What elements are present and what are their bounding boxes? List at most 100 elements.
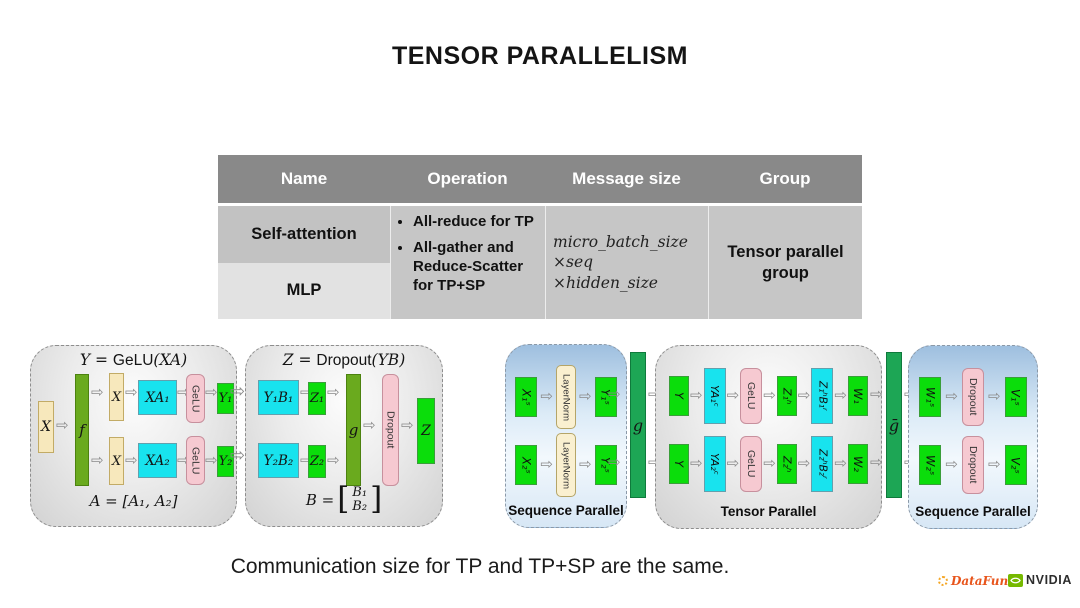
flow-arrow-icon (579, 390, 592, 404)
node-xa1: XA₁ (138, 380, 177, 415)
table-cell-self-attention: Self-attention (218, 206, 390, 263)
node-z2hb2r: Z₂ʰB₂ʳ (811, 436, 834, 492)
panel-dropout-yb: Z = Dropout(YB) Y₁B₁ Y₂B₂ Z₁ Z₂ g Dropou… (245, 345, 443, 527)
nvidia-eye-icon (1008, 573, 1023, 587)
message-size-line: ×hidden_size (553, 273, 658, 292)
formula-lhs: Z = (282, 351, 312, 369)
formula-a-split: A = [A₁, A₂] (89, 492, 178, 510)
flow-arrow-icon (945, 390, 958, 404)
bracket-left: [ (337, 481, 350, 517)
node-y-in-2: Y (669, 444, 690, 484)
panel-dropout-title: Z = Dropout(YB) (246, 351, 442, 370)
node-x-copy-2: X (109, 437, 124, 485)
table-header-row: Name Operation Message size Group (218, 155, 862, 206)
flow-arrow-icon (690, 389, 703, 403)
node-y2b2: Y₂B₂ (258, 443, 299, 478)
flow-arrow-icon (205, 454, 218, 468)
node-dropout-sp-2: Dropout (962, 436, 984, 494)
node-x-input: X (38, 401, 54, 453)
node-z2h: Z₂ʰ (776, 444, 797, 484)
node-z2: Z₂ (308, 445, 326, 478)
sp2-row-1: W₁ˢ Dropout V₁ˢ (909, 366, 1037, 428)
operation-bullet-list: All-reduce for TP All-gather and Reduce-… (391, 212, 545, 295)
flow-arrow-icon (834, 389, 847, 403)
flow-arrow-icon (945, 458, 958, 472)
flow-arrow-icon (690, 457, 703, 471)
node-x1s: X₁ˢ (515, 377, 538, 417)
node-w1: W₁ (847, 376, 868, 416)
node-w1s: W₁ˢ (919, 377, 942, 417)
flow-arrow-icon (363, 419, 376, 433)
formula-fn: GeLU (112, 352, 154, 369)
panel-gelu-title: Y = GeLU(XA) (31, 351, 236, 370)
table-column-operation: All-reduce for TP All-gather and Reduce-… (390, 206, 545, 319)
table-header-operation: Operation (427, 169, 508, 188)
flow-arrow-icon (870, 456, 883, 470)
flow-arrow-icon (870, 388, 883, 402)
node-x-copy-1: X (109, 373, 124, 421)
node-w2: W₂ (847, 444, 868, 484)
node-v1s: V₁ˢ (1004, 377, 1027, 417)
flow-arrow-icon (727, 457, 740, 471)
node-dropout: Dropout (382, 374, 399, 486)
panel-sequence-parallel-1: X₁ˢ LayerNorm Y₁ˢ X₂ˢ LayerNorm Y₂ˢ Sequ… (505, 344, 627, 528)
table-cell-mlp: MLP (218, 262, 390, 319)
tp-summary-table: Name Operation Message size Group Self-a… (218, 155, 862, 319)
node-gelu-tp-2: GeLU (740, 436, 763, 492)
flow-arrow-icon (91, 386, 104, 400)
flow-arrow-icon (230, 448, 245, 462)
flow-arrow-icon (834, 457, 847, 471)
flow-arrow-icon (798, 389, 811, 403)
flow-arrow-icon (763, 457, 776, 471)
node-layernorm-1: LayerNorm (556, 365, 576, 429)
tp-row-2: Y YA₂ᶜ GeLU Z₂ʰ Z₂ʰB₂ʳ W₂ (656, 434, 881, 494)
flow-arrow-icon (727, 389, 740, 403)
operation-bullet: All-gather and Reduce-Scatter for TP+SP (413, 238, 545, 295)
sp1-row-2: X₂ˢ LayerNorm Y₂ˢ (506, 433, 626, 497)
flow-arrow-icon (230, 384, 245, 398)
panel-sequence-parallel-2: W₁ˢ Dropout V₁ˢ W₂ˢ Dropout V₂ˢ Sequence… (908, 345, 1038, 529)
tensor-parallel-label: Tensor Parallel (720, 504, 817, 519)
node-z-output: Z (417, 398, 435, 464)
flow-arrow-icon (327, 386, 340, 400)
flow-arrow-icon (608, 456, 621, 470)
table-header-message-size: Message size (572, 169, 681, 188)
flow-arrow-icon (763, 389, 776, 403)
tp-row-1: Y YA₁ᶜ GeLU Z₁ʰ Z₁ʰB₁ʳ W₁ (656, 366, 881, 426)
flow-arrow-icon (608, 388, 621, 402)
datafun-logo: DataFun. (938, 574, 1012, 588)
flow-arrow-icon (56, 419, 69, 433)
node-x2s: X₂ˢ (515, 445, 538, 485)
flow-arrow-icon (125, 454, 138, 468)
node-z1h: Z₁ʰ (776, 376, 797, 416)
node-y1b1: Y₁B₁ (258, 380, 299, 415)
flow-arrow-icon (540, 458, 553, 472)
formula-lhs: B = (305, 490, 335, 509)
node-g-bar: g (630, 352, 646, 498)
node-xa2: XA₂ (138, 443, 177, 478)
formula-args: (XA) (153, 351, 188, 369)
formula-b-split: B = [ B₁ B₂ ] (246, 484, 442, 515)
node-gelu-2: GeLU (186, 436, 205, 485)
flow-arrow-icon (798, 457, 811, 471)
node-v2s: V₂ˢ (1004, 445, 1027, 485)
node-gelu-1: GeLU (186, 374, 205, 423)
table-body: Self-attention MLP All-reduce for TP All… (218, 206, 862, 319)
flow-arrow-icon (540, 390, 553, 404)
formula-args: (YB) (371, 351, 406, 369)
node-w2s: W₂ˢ (919, 445, 942, 485)
table-header-name: Name (280, 169, 328, 188)
flow-arrow-icon (988, 458, 1001, 472)
vector-b2: B₂ (352, 498, 368, 514)
panel-tensor-parallel: Y YA₁ᶜ GeLU Z₁ʰ Z₁ʰB₁ʳ W₁ Y YA₂ᶜ GeLU Z₂… (655, 345, 882, 529)
node-gelu-tp-1: GeLU (740, 368, 763, 424)
table-column-name: Self-attention MLP (218, 206, 390, 319)
table-cell-group: Tensor parallel group (708, 206, 862, 319)
node-ya1c: YA₁ᶜ (703, 368, 726, 424)
flow-arrow-icon (988, 390, 1001, 404)
panel-gelu-xa: Y = GeLU(XA) X f X X XA₁ XA₂ GeLU GeLU Y… (30, 345, 237, 527)
flow-arrow-icon (91, 454, 104, 468)
flow-arrow-icon (327, 454, 340, 468)
bracket-right: ] (370, 481, 383, 517)
